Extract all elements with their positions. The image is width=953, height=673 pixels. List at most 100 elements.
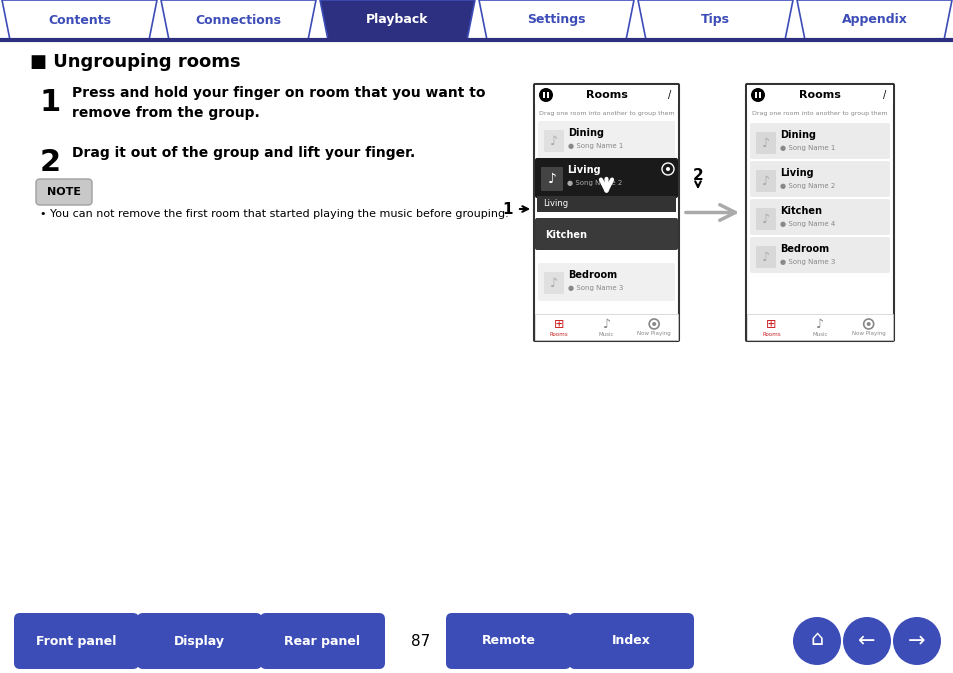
Circle shape [538, 88, 553, 102]
Text: ● Song Name 1: ● Song Name 1 [567, 143, 622, 149]
FancyBboxPatch shape [543, 272, 563, 294]
Text: 1: 1 [502, 201, 513, 217]
FancyBboxPatch shape [537, 121, 675, 159]
Text: 2: 2 [692, 168, 702, 184]
FancyBboxPatch shape [745, 84, 893, 341]
FancyBboxPatch shape [755, 208, 775, 230]
FancyBboxPatch shape [755, 246, 775, 268]
Text: ● Song Name 3: ● Song Name 3 [567, 285, 622, 291]
FancyBboxPatch shape [534, 84, 679, 341]
Text: 1: 1 [40, 88, 61, 117]
Text: 2: 2 [40, 148, 61, 177]
Text: Living: Living [780, 168, 813, 178]
Circle shape [652, 322, 656, 326]
Text: Rooms: Rooms [549, 332, 568, 336]
FancyBboxPatch shape [749, 123, 889, 159]
Text: Living: Living [566, 165, 600, 175]
Polygon shape [319, 0, 475, 40]
Text: • You can not remove the first room that started playing the music before groupi: • You can not remove the first room that… [40, 209, 508, 219]
Text: Now Playing: Now Playing [637, 332, 670, 336]
Text: Bedroom: Bedroom [567, 270, 617, 280]
Text: ⊞: ⊞ [765, 318, 776, 330]
FancyBboxPatch shape [749, 199, 889, 235]
Text: Remote: Remote [481, 635, 535, 647]
Text: /: / [668, 90, 671, 100]
Text: Now Playing: Now Playing [851, 332, 884, 336]
Circle shape [842, 617, 890, 665]
Text: ♪: ♪ [550, 277, 558, 289]
Polygon shape [2, 0, 157, 40]
Polygon shape [478, 0, 634, 40]
Bar [746, 314, 892, 340]
Text: Rooms: Rooms [585, 90, 627, 100]
Bar [754, 92, 757, 98]
Polygon shape [638, 0, 792, 40]
Text: ♪: ♪ [761, 174, 769, 188]
FancyBboxPatch shape [14, 613, 139, 669]
Circle shape [865, 322, 870, 326]
Text: Living: Living [542, 199, 568, 209]
Text: 87: 87 [411, 633, 430, 649]
Bar [746, 85, 892, 105]
Text: ♪: ♪ [815, 318, 823, 330]
Text: Drag one room into another to group them: Drag one room into another to group them [751, 110, 887, 116]
FancyBboxPatch shape [755, 170, 775, 192]
Text: ⊞: ⊞ [553, 318, 563, 330]
Text: Kitchen: Kitchen [544, 230, 586, 240]
Text: ♪: ♪ [761, 137, 769, 149]
Text: ♪: ♪ [761, 250, 769, 264]
Bar [535, 314, 678, 340]
Text: Settings: Settings [527, 13, 585, 26]
Circle shape [750, 88, 764, 102]
FancyBboxPatch shape [537, 263, 675, 301]
Text: Press and hold your finger on room that you want to
remove from the group.: Press and hold your finger on room that … [71, 86, 485, 120]
Text: ● Song Name 2: ● Song Name 2 [566, 180, 621, 186]
FancyBboxPatch shape [568, 613, 693, 669]
FancyBboxPatch shape [749, 237, 889, 273]
Text: Music: Music [811, 332, 827, 336]
Polygon shape [161, 0, 315, 40]
Bar [759, 92, 760, 98]
Text: Bedroom: Bedroom [780, 244, 828, 254]
FancyBboxPatch shape [36, 179, 91, 205]
Text: →: → [907, 631, 924, 651]
Text: Rooms: Rooms [799, 90, 840, 100]
Text: Rooms: Rooms [761, 332, 780, 336]
Text: ● Song Name 1: ● Song Name 1 [780, 145, 835, 151]
Circle shape [792, 617, 841, 665]
Text: ● Song Name 2: ● Song Name 2 [780, 183, 835, 189]
Text: Playback: Playback [366, 13, 428, 26]
FancyBboxPatch shape [540, 167, 562, 191]
FancyBboxPatch shape [535, 218, 678, 250]
FancyBboxPatch shape [535, 158, 678, 198]
Bar [535, 85, 678, 105]
Text: Drag one room into another to group them: Drag one room into another to group them [538, 110, 674, 116]
Text: NOTE: NOTE [47, 187, 81, 197]
Text: ♪: ♪ [550, 135, 558, 147]
Text: Drag it out of the group and lift your finger.: Drag it out of the group and lift your f… [71, 146, 415, 160]
FancyBboxPatch shape [137, 613, 262, 669]
FancyBboxPatch shape [755, 132, 775, 154]
FancyBboxPatch shape [446, 613, 571, 669]
Text: Front panel: Front panel [36, 635, 116, 647]
Text: Dining: Dining [780, 130, 815, 140]
Text: Appendix: Appendix [841, 13, 906, 26]
Text: ♪: ♪ [602, 318, 610, 330]
Text: ♪: ♪ [761, 213, 769, 225]
Bar [542, 92, 544, 98]
Text: ● Song Name 4: ● Song Name 4 [780, 221, 835, 227]
Text: Dining: Dining [567, 128, 603, 138]
FancyBboxPatch shape [260, 613, 385, 669]
Text: ←: ← [858, 631, 875, 651]
Text: ■ Ungrouping rooms: ■ Ungrouping rooms [30, 53, 240, 71]
Text: ⌂: ⌂ [809, 629, 822, 649]
FancyBboxPatch shape [543, 130, 563, 152]
Text: Rear panel: Rear panel [284, 635, 360, 647]
Text: Music: Music [598, 332, 614, 336]
Text: ♪: ♪ [547, 172, 556, 186]
Bar [546, 92, 548, 98]
Text: Contents: Contents [48, 13, 111, 26]
Text: Tips: Tips [700, 13, 729, 26]
Circle shape [892, 617, 940, 665]
Text: Connections: Connections [195, 13, 281, 26]
